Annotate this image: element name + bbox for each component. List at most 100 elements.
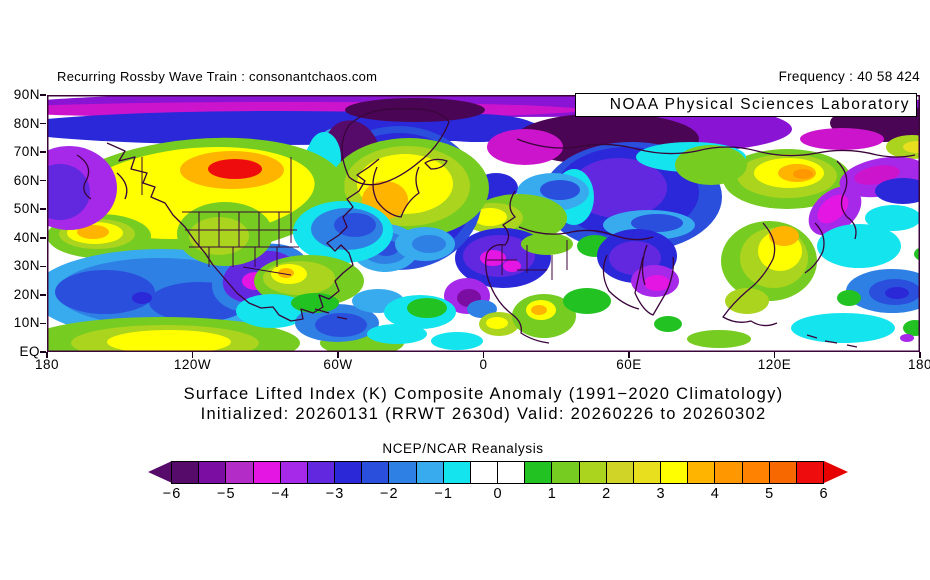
anomaly-contour-region: [769, 226, 799, 246]
map-frame: [47, 95, 920, 352]
colorbar-cell: [252, 461, 281, 484]
colorbar-tick-value: −1: [434, 486, 453, 502]
longitude-tick-mark: [46, 352, 48, 358]
colorbar-cell: [198, 461, 227, 484]
latitude-tick-label: 60N: [13, 172, 40, 188]
frequency-note: Frequency : 40 58 424: [778, 69, 920, 84]
anomaly-contour-region: [431, 332, 483, 350]
noaa-psl-label-box: NOAA Physical Sciences Laboratory: [575, 93, 917, 117]
anomaly-contour-region: [865, 205, 920, 231]
longitude-tick-label: 60E: [616, 357, 642, 372]
latitude-tick-mark: [40, 351, 46, 353]
anomaly-contour-region: [407, 298, 447, 318]
coastline-path: [314, 308, 348, 320]
longitude-tick-label: 180: [34, 357, 60, 372]
anomaly-contour-region: [77, 225, 109, 239]
latitude-tick-mark: [40, 151, 46, 153]
anomaly-contour-region: [132, 292, 152, 304]
colorbar-cell: [524, 461, 553, 484]
latitude-tick-mark: [40, 237, 46, 239]
plot-subtitle: Initialized: 20260131 (RRWT 2630d) Valid…: [200, 405, 767, 423]
colorbar-cell: [442, 461, 471, 484]
coastline-path: [518, 226, 654, 241]
colorbar-cell: [334, 461, 363, 484]
coastline-path: [116, 172, 128, 200]
colorbar-tick-value: −3: [325, 486, 345, 502]
anomaly-contour-region: [315, 313, 367, 337]
latitude-tick-mark: [40, 94, 46, 96]
colorbar-cell: [551, 461, 580, 484]
colorbar-cell: [171, 461, 200, 484]
latitude-tick-mark: [40, 122, 46, 125]
colorbar-cell: [578, 461, 607, 484]
anomaly-contour-region: [521, 233, 573, 255]
coastline-path: [424, 158, 448, 170]
anomaly-contour-region: [631, 214, 683, 232]
coastline-path: [641, 244, 648, 286]
longitude-tick-label: 120E: [757, 357, 792, 372]
coastline-path: [372, 166, 420, 218]
anomaly-contour-region: [817, 194, 849, 224]
latitude-tick-mark: [40, 322, 46, 325]
latitude-tick-label: 50N: [13, 201, 40, 217]
latitude-tick-mark: [40, 294, 46, 296]
colorbar-cell: [306, 461, 336, 484]
anomaly-contour-region: [367, 324, 427, 344]
colorbar-tick-value: 1: [547, 486, 557, 502]
anomaly-contour-region: [208, 159, 262, 179]
anomaly-contour-region: [725, 288, 769, 314]
colorbar-cell: [795, 461, 825, 484]
anomaly-contour-region: [675, 145, 747, 185]
anomaly-contour-region: [473, 208, 507, 226]
colorbar-cell: [388, 461, 417, 484]
colorbar-cell: [497, 461, 526, 484]
latitude-tick-label: 30N: [13, 258, 40, 274]
longitude-tick-mark: [337, 352, 339, 358]
anomaly-contour-region: [563, 288, 611, 314]
colorbar-left-arrow: [148, 461, 172, 483]
latitude-tick-label: EQ: [19, 344, 40, 359]
colorbar-cell: [225, 461, 254, 484]
colorbar-tick-value: 0: [493, 486, 503, 502]
longitude-tick-mark: [773, 352, 776, 358]
anomaly-contour-region: [903, 141, 920, 153]
longitude-tick-mark: [919, 352, 921, 358]
coastline-path: [341, 108, 450, 186]
colorbar-cell: [415, 461, 444, 484]
longitude-tick-label: 0: [479, 357, 488, 372]
map-canvas: [47, 95, 920, 352]
anomaly-contour-region: [503, 260, 521, 272]
anomaly-contour-region: [345, 98, 485, 122]
latitude-tick-mark: [40, 265, 46, 268]
colorbar-cell: [469, 461, 499, 484]
latitude-tick-mark: [40, 179, 46, 182]
anomaly-contour-region: [885, 287, 909, 299]
anomaly-contour-region: [793, 169, 813, 179]
latitude-tick-mark: [40, 208, 46, 210]
colorbar-tick-value: 5: [765, 486, 775, 502]
noaa-psl-label: NOAA Physical Sciences Laboratory: [609, 96, 910, 113]
world-anomaly-map: [47, 95, 920, 352]
colorbar-tick-value: 3: [656, 486, 666, 502]
anomaly-contour-region: [412, 235, 446, 253]
latitude-tick-label: 40N: [13, 229, 40, 245]
anomaly-contour-region: [236, 294, 308, 328]
anomaly-contour-region: [900, 334, 914, 342]
latitude-tick-label: 10N: [13, 315, 40, 331]
colorbar-cell: [687, 461, 716, 484]
coastline-path: [722, 222, 778, 327]
latitude-tick-label: 80N: [13, 115, 40, 131]
coastline-path: [836, 160, 857, 240]
anomaly-contour-region: [903, 320, 920, 336]
anomaly-contour-region: [571, 158, 667, 218]
colorbar-tick-value: −6: [162, 486, 182, 502]
latitude-tick-label: 20N: [13, 286, 40, 302]
colorbar-cell: [632, 461, 662, 484]
colorbar-cells: [171, 461, 825, 484]
longitude-tick-mark: [482, 352, 485, 358]
political-border-line: [242, 266, 292, 276]
coastline-path: [76, 154, 92, 200]
anomaly-contour-region: [107, 330, 231, 352]
colorbar-cell: [714, 461, 743, 484]
colorbar-tick-value: 4: [710, 486, 720, 502]
